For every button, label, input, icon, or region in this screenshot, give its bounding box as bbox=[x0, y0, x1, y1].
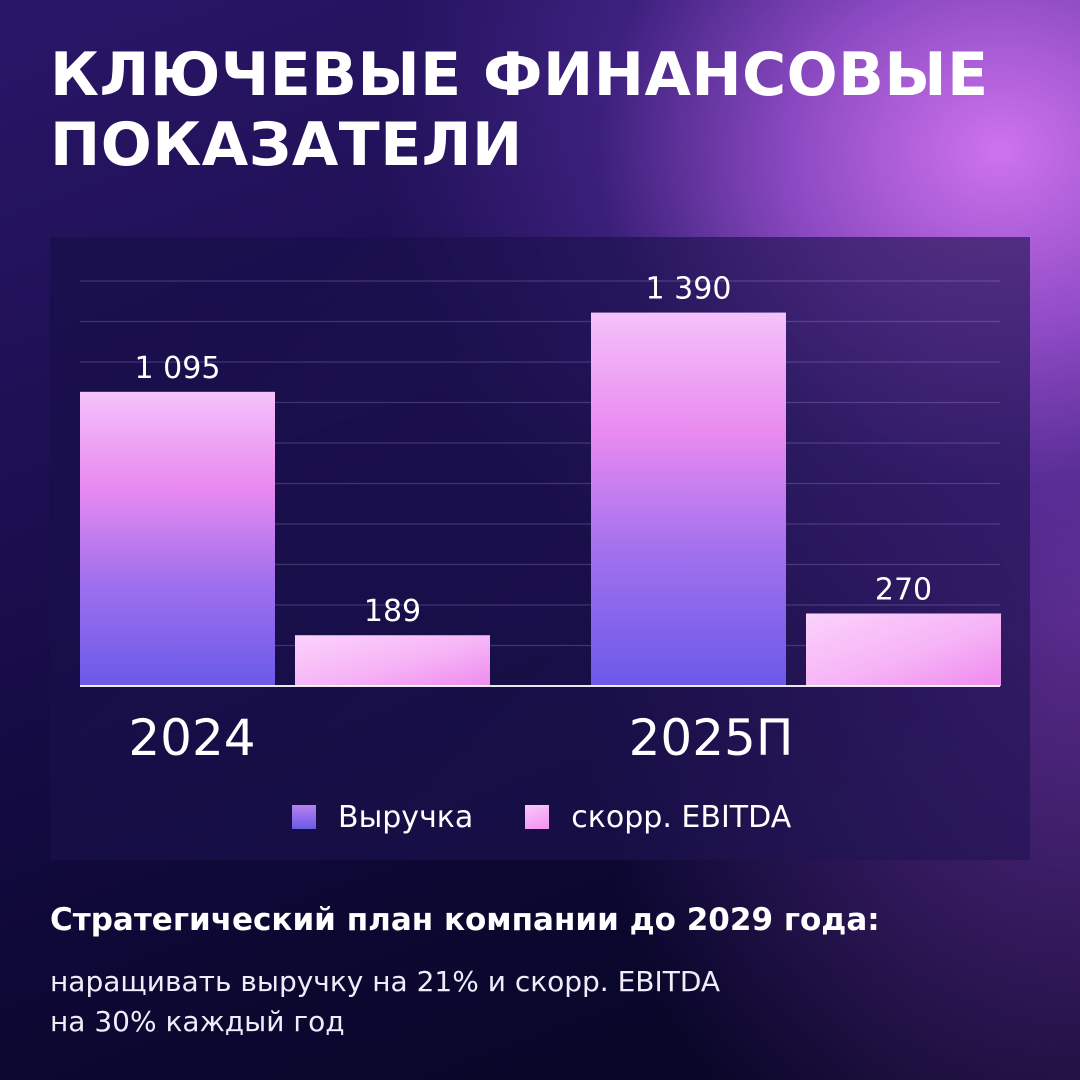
x-axis: 2024 2025П bbox=[80, 685, 1000, 767]
strategy-description: наращивать выручку на 21% и скорр. EBITD… bbox=[50, 962, 950, 1042]
data-label-ebitda-1: 270 bbox=[875, 572, 932, 607]
legend-label-ebitda: скорр. EBITDA bbox=[571, 799, 792, 835]
bar-revenue-0 bbox=[80, 391, 275, 686]
bar-ebitda-1 bbox=[806, 613, 1001, 686]
legend-swatch-ebitda bbox=[525, 805, 550, 829]
x-tick-label-1: 2025П bbox=[629, 709, 794, 767]
bar-revenue-1 bbox=[591, 312, 786, 686]
strategy-heading: Стратегический план компании до 2029 год… bbox=[50, 902, 880, 938]
bar-ebitda-0 bbox=[295, 635, 490, 686]
data-label-revenue-1: 1 390 bbox=[646, 272, 732, 307]
chart-panel: 1 095 189 1 390 270 2024 2025П Выручка скорр… bbox=[50, 237, 1030, 860]
page-title: КЛЮЧЕВЫЕ ФИНАНСОВЫЕ ПОКАЗАТЕЛИ bbox=[50, 40, 989, 180]
legend-label-revenue: Выручка bbox=[338, 799, 474, 835]
bar-chart: 1 095 189 1 390 270 2024 2025П bbox=[80, 272, 1001, 767]
page-title-line-2: ПОКАЗАТЕЛИ bbox=[50, 110, 523, 180]
legend-swatch-revenue bbox=[292, 805, 316, 829]
page-title-line-1: КЛЮЧЕВЫЕ ФИНАНСОВЫЕ bbox=[50, 40, 989, 110]
x-tick-label-0: 2024 bbox=[128, 709, 255, 767]
bars bbox=[80, 312, 1001, 686]
chart-legend: Выручка скорр. EBITDA bbox=[292, 797, 843, 837]
strategy-line-1: наращивать выручку на 21% и скорр. EBITD… bbox=[50, 965, 721, 998]
legend-item-revenue: Выручка bbox=[292, 800, 473, 835]
legend-item-ebitda: скорр. EBITDA bbox=[525, 800, 791, 835]
data-label-ebitda-0: 189 bbox=[364, 594, 421, 629]
strategy-line-2: на 30% каждый год bbox=[50, 1005, 345, 1038]
data-label-revenue-0: 1 095 bbox=[135, 351, 221, 386]
value-labels: 1 095 189 1 390 270 bbox=[135, 272, 933, 630]
